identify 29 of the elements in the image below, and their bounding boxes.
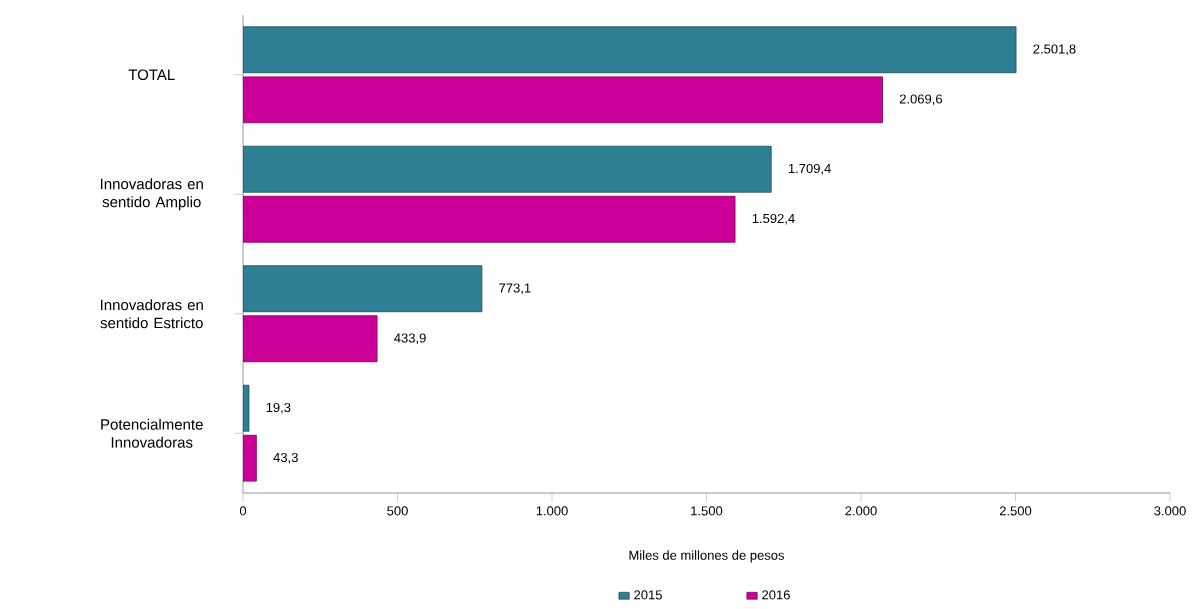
x-axis-title: Miles de millones de pesos — [629, 550, 785, 563]
data-label: 1.592,4 — [752, 213, 795, 225]
y-tick-label: Innovadoras en sentido Amplio — [100, 178, 203, 211]
x-tick-label: 1.000 — [536, 506, 568, 516]
x-tick-label: 2.500 — [999, 506, 1032, 516]
bar — [243, 145, 772, 193]
data-label: 1.709,4 — [788, 163, 831, 175]
legend-label: 2016 — [762, 590, 790, 600]
x-tick-label: 3.000 — [1154, 506, 1186, 516]
x-tick-label: 500 — [387, 506, 408, 516]
bar — [243, 315, 378, 363]
y-tick-label: Potencialmente Innovadoras — [101, 418, 203, 448]
bar — [243, 76, 883, 124]
data-label: 43,3 — [273, 452, 298, 464]
bar — [243, 26, 1017, 74]
bar — [243, 434, 257, 482]
x-tick-label: 2.000 — [845, 506, 877, 516]
data-label: 433,9 — [394, 333, 426, 345]
x-tick-label: 0 — [239, 506, 247, 516]
bar — [243, 265, 483, 313]
x-tick-label: 1.500 — [691, 506, 723, 516]
data-label: 19,3 — [266, 402, 291, 414]
y-tick-label: TOTAL — [128, 69, 175, 81]
data-label: 2.501,8 — [1033, 44, 1076, 56]
data-label: 773,1 — [499, 283, 531, 295]
legend-label: 2015 — [634, 590, 662, 600]
bar — [243, 195, 736, 243]
y-tick-label: Innovadoras en sentido Estricto — [100, 299, 203, 329]
data-label: 2.069,6 — [899, 94, 943, 106]
